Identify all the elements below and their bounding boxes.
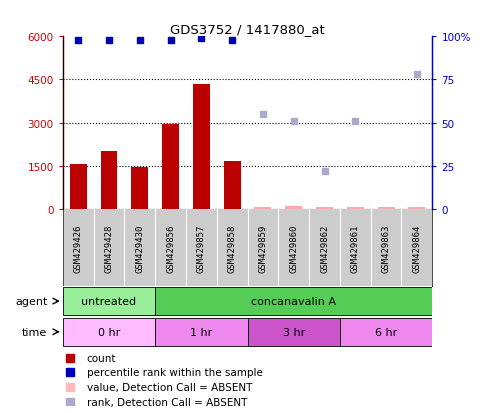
Text: GSM429426: GSM429426 bbox=[74, 223, 83, 272]
Bar bbox=[378, 207, 395, 209]
Text: 1 hr: 1 hr bbox=[190, 327, 213, 337]
Text: GSM429862: GSM429862 bbox=[320, 223, 329, 272]
Text: GSM429860: GSM429860 bbox=[289, 223, 298, 272]
Text: 6 hr: 6 hr bbox=[375, 327, 397, 337]
Bar bbox=[131, 168, 148, 209]
Bar bbox=[100, 152, 117, 209]
Text: GSM429863: GSM429863 bbox=[382, 223, 391, 272]
Bar bbox=[248, 318, 340, 346]
Bar bbox=[63, 287, 155, 315]
Text: count: count bbox=[87, 353, 116, 363]
Title: GDS3752 / 1417880_at: GDS3752 / 1417880_at bbox=[170, 23, 325, 36]
Text: GSM429858: GSM429858 bbox=[227, 223, 237, 272]
Bar bbox=[70, 165, 86, 209]
Text: concanavalin A: concanavalin A bbox=[251, 297, 336, 306]
Bar bbox=[63, 318, 155, 346]
Text: GSM429859: GSM429859 bbox=[258, 223, 268, 272]
Bar bbox=[409, 207, 426, 209]
Text: 3 hr: 3 hr bbox=[283, 327, 305, 337]
Text: GSM429856: GSM429856 bbox=[166, 223, 175, 272]
Bar bbox=[255, 207, 271, 209]
Text: value, Detection Call = ABSENT: value, Detection Call = ABSENT bbox=[87, 382, 252, 392]
Bar bbox=[285, 206, 302, 209]
Bar bbox=[193, 85, 210, 209]
Text: percentile rank within the sample: percentile rank within the sample bbox=[87, 368, 263, 377]
Text: GSM429428: GSM429428 bbox=[104, 223, 114, 272]
Bar bbox=[155, 287, 432, 315]
Bar bbox=[340, 318, 432, 346]
Text: untreated: untreated bbox=[82, 297, 137, 306]
Text: GSM429430: GSM429430 bbox=[135, 223, 144, 272]
Text: GSM429861: GSM429861 bbox=[351, 223, 360, 272]
Text: GSM429864: GSM429864 bbox=[412, 223, 421, 272]
Text: 0 hr: 0 hr bbox=[98, 327, 120, 337]
Bar bbox=[162, 125, 179, 209]
Bar bbox=[155, 318, 248, 346]
Bar bbox=[316, 207, 333, 209]
Text: agent: agent bbox=[15, 297, 47, 306]
Text: rank, Detection Call = ABSENT: rank, Detection Call = ABSENT bbox=[87, 397, 247, 408]
Bar bbox=[347, 207, 364, 209]
Text: time: time bbox=[22, 327, 47, 337]
Text: GSM429857: GSM429857 bbox=[197, 223, 206, 272]
Bar bbox=[224, 162, 241, 209]
